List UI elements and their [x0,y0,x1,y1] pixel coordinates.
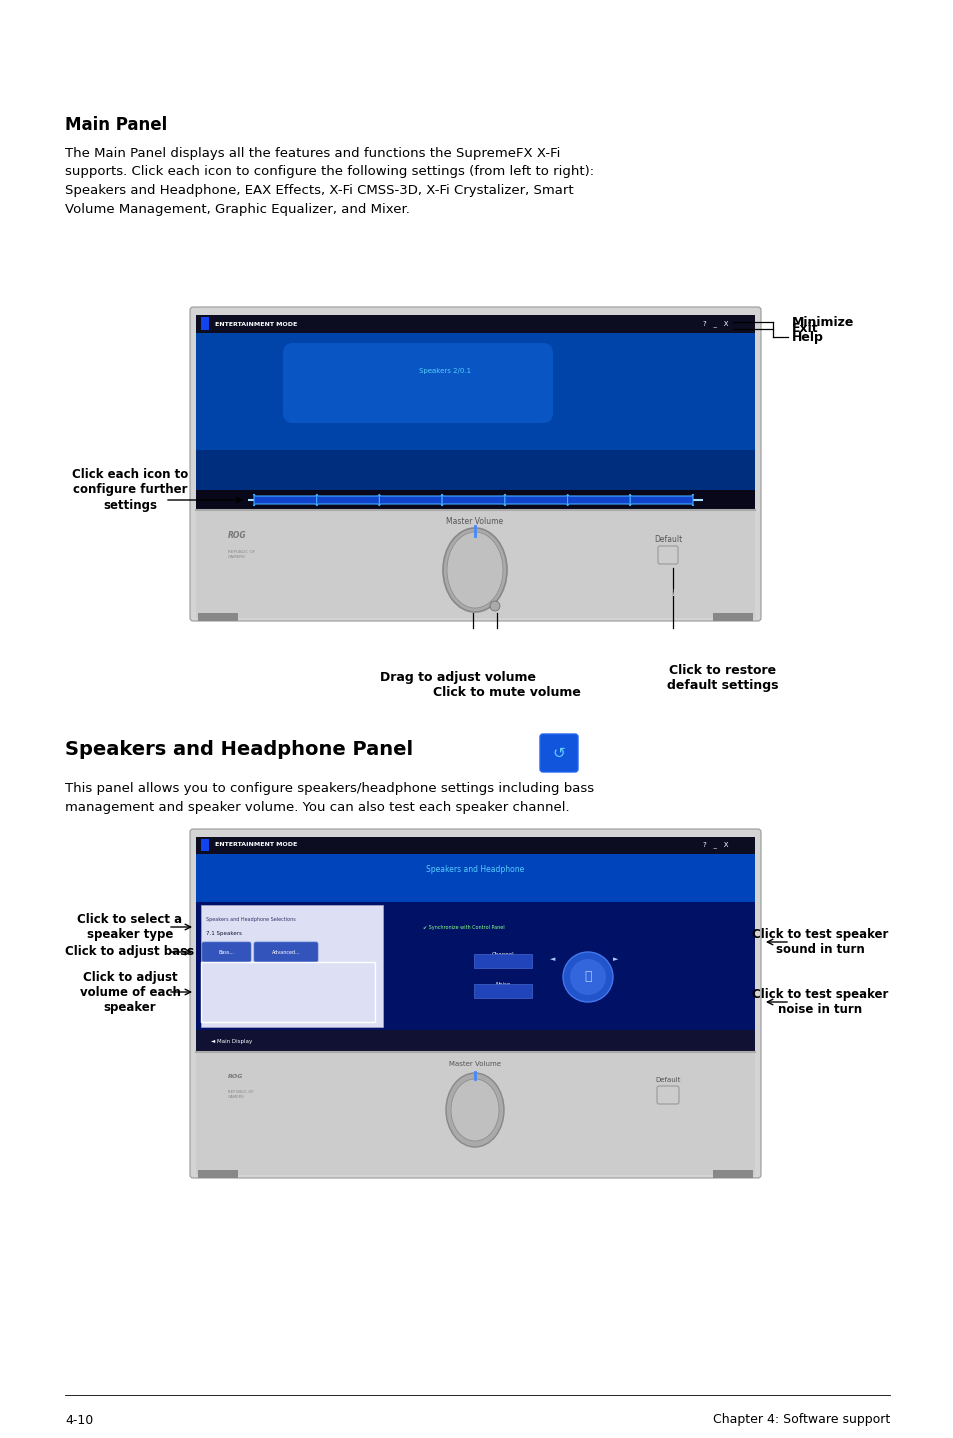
FancyBboxPatch shape [657,1086,679,1104]
Text: Master Volume: Master Volume [449,1061,500,1067]
FancyBboxPatch shape [474,953,532,968]
Bar [195,315,754,334]
Bar [201,962,375,1022]
Text: ROG: ROG [228,531,247,539]
Circle shape [562,952,613,1002]
FancyBboxPatch shape [283,344,553,423]
Ellipse shape [442,528,506,613]
Text: 4-10: 4-10 [65,1414,93,1426]
Text: Bass...: Bass... [218,949,233,955]
Text: 🔊: 🔊 [583,971,591,984]
Bar [201,838,209,851]
FancyBboxPatch shape [253,495,316,506]
Text: ◄: ◄ [550,956,555,962]
FancyBboxPatch shape [567,495,630,506]
Bar [195,854,754,902]
Bar [195,902,754,1030]
Bar [195,490,754,510]
Bar [195,334,754,490]
Text: Noise: Noise [495,982,510,986]
FancyBboxPatch shape [630,495,692,506]
Text: REPUBLIC OF
GAMERS: REPUBLIC OF GAMERS [228,1090,253,1099]
Text: This panel allows you to configure speakers/headphone settings including bass
ma: This panel allows you to configure speak… [65,782,594,814]
Text: ?   _   X: ? _ X [702,841,728,848]
Text: Speakers and Headphone: Speakers and Headphone [425,864,523,873]
Text: Speakers and Headphone Panel: Speakers and Headphone Panel [65,741,413,759]
Text: 7.1 Speakers: 7.1 Speakers [206,930,242,936]
Text: Master Volume: Master Volume [446,518,503,526]
FancyBboxPatch shape [190,828,760,1178]
Text: Exit: Exit [791,322,818,335]
Ellipse shape [451,1078,498,1140]
Text: ↺: ↺ [552,745,565,761]
Text: ✔ Synchronize with Control Panel: ✔ Synchronize with Control Panel [422,925,504,929]
Bar [195,315,754,510]
Text: ROG: ROG [228,1074,243,1080]
Text: Minimize: Minimize [791,315,854,328]
Text: Click to select a
speaker type: Click to select a speaker type [77,913,182,940]
Bar [712,613,752,621]
Text: ◄ Main Display: ◄ Main Display [211,1038,252,1044]
Ellipse shape [447,532,502,608]
Bar [201,905,382,1027]
Text: Click to restore
default settings: Click to restore default settings [666,664,778,692]
FancyBboxPatch shape [379,495,441,506]
Text: Main Panel: Main Panel [65,116,167,134]
FancyBboxPatch shape [658,546,678,564]
FancyBboxPatch shape [441,495,504,506]
Circle shape [569,959,605,995]
Text: Default: Default [655,1077,680,1083]
Text: Click to test speaker
sound in turn: Click to test speaker sound in turn [751,928,887,956]
Text: Click to adjust
volume of each
speaker: Click to adjust volume of each speaker [79,971,180,1014]
FancyBboxPatch shape [504,495,567,506]
Text: Chapter 4: Software support: Chapter 4: Software support [712,1414,889,1426]
Text: ENTERTAINMENT MODE: ENTERTAINMENT MODE [214,322,297,326]
Bar [195,510,754,618]
FancyBboxPatch shape [202,942,251,962]
Text: Help: Help [791,331,823,344]
Circle shape [490,601,499,611]
FancyBboxPatch shape [474,984,532,998]
Bar [198,613,237,621]
Text: Default: Default [653,535,681,545]
Bar [198,1171,237,1178]
Bar [201,316,209,329]
Text: ►: ► [613,956,618,962]
Text: Click to adjust bass: Click to adjust bass [66,946,194,959]
Text: Drag to adjust volume: Drag to adjust volume [379,672,536,684]
Text: Speakers 2/0.1: Speakers 2/0.1 [419,368,471,374]
Bar [195,837,754,1053]
Bar [712,1171,752,1178]
FancyBboxPatch shape [316,495,379,506]
Bar [195,1053,754,1175]
FancyBboxPatch shape [253,942,317,962]
Text: Xfi CREATIVE: Xfi CREATIVE [627,1146,688,1155]
FancyBboxPatch shape [539,733,578,772]
Text: Advanced...: Advanced... [272,949,300,955]
Bar [195,1030,754,1053]
Text: Channel: Channel [491,952,514,956]
Text: Speakers and Headphone Selections: Speakers and Headphone Selections [206,916,295,922]
Text: The Main Panel displays all the features and functions the SupremeFX X-Fi
suppor: The Main Panel displays all the features… [65,147,594,216]
Text: Xfi CREATIVE: Xfi CREATIVE [627,588,688,598]
Text: Click to mute volume: Click to mute volume [433,686,580,699]
Text: Click to test speaker
noise in turn: Click to test speaker noise in turn [751,988,887,1017]
Text: Click each icon to
configure further
settings: Click each icon to configure further set… [71,469,188,512]
Text: ENTERTAINMENT MODE: ENTERTAINMENT MODE [214,843,297,847]
FancyBboxPatch shape [190,306,760,621]
Bar [195,450,754,490]
Bar [195,837,754,854]
Text: REPUBLIC OF
GAMERS: REPUBLIC OF GAMERS [228,549,254,559]
Ellipse shape [446,1073,503,1148]
Text: ?   _   X: ? _ X [702,321,728,328]
